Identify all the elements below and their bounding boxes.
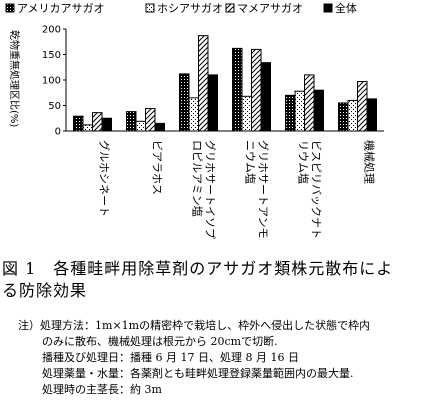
bar	[241, 95, 252, 132]
bar	[198, 35, 209, 132]
bar	[251, 48, 262, 132]
y-axis: 0 50 100 150 200	[42, 25, 384, 138]
x-category-label: ニウム塩	[244, 140, 258, 184]
caption-line-1: 図 1 各種畦畔用除草剤のアサガオ類株元散布によ	[2, 259, 394, 278]
bar	[126, 111, 137, 132]
bar	[347, 99, 358, 132]
note-line-4: 処理薬量・水量：各薬剤とも畦畔処理登録薬量範囲内の最大量.	[42, 367, 354, 380]
bar	[294, 90, 305, 132]
bar-chart: アメリカアサガオ ホシアサガオ マメアサガオ 全体 乾物重無処理区比(%) 0 50 10…	[5, 1, 384, 239]
bar	[207, 74, 218, 132]
legend-swatch-1	[5, 3, 15, 13]
figure-notes: 注）処理方法：1m×1mの精密枠で栽培し、枠外へ侵出した状態で枠内 のみに散布、…	[18, 318, 423, 398]
note-line-3: 播種及び処理日：播種 6 月 17 日、処理 8 月 16 日	[42, 351, 299, 364]
bar	[82, 124, 93, 132]
bar	[145, 108, 156, 132]
bar	[366, 98, 377, 132]
bar	[338, 102, 349, 132]
bars	[73, 35, 377, 132]
bar	[232, 47, 243, 132]
x-category-label: ビスピリバックナト	[310, 140, 323, 239]
x-category-label: ビアラホス	[151, 140, 164, 195]
x-category-label: ロピルアミン塩	[191, 140, 205, 217]
x-category-label: グルホシネート	[98, 140, 112, 217]
bar	[101, 117, 112, 132]
x-category-label: 機械処理	[363, 140, 377, 184]
y-tick-label: 100	[42, 76, 61, 87]
x-category-label: リウム塩	[297, 140, 311, 184]
y-tick-label: 200	[42, 25, 61, 36]
y-tick-label: 50	[48, 101, 61, 112]
legend-label-1: アメリカアサガオ	[17, 2, 104, 15]
legend-swatch-2	[145, 3, 155, 13]
bar	[73, 115, 84, 132]
x-category-label: グリホサートアンモ	[257, 140, 271, 239]
legend-label-2: ホシアサガオ	[157, 2, 223, 15]
bar	[179, 73, 190, 132]
bar	[135, 120, 146, 132]
y-tick-label: 150	[42, 50, 61, 61]
bar	[188, 97, 199, 132]
bar	[260, 62, 271, 132]
bar	[92, 112, 103, 132]
caption-line-2: る防除効果	[2, 281, 88, 300]
legend-label-3: マメアサガオ	[237, 2, 303, 15]
y-tick-label: 0	[55, 127, 61, 138]
legend-label-4: 全体	[335, 1, 357, 15]
x-category-label: グリホサートイソプ	[204, 140, 218, 239]
chart-legend: アメリカアサガオ ホシアサガオ マメアサガオ 全体	[5, 1, 357, 15]
bar	[304, 74, 315, 132]
y-axis-label: 乾物重無処理区比(%)	[8, 30, 21, 127]
bar	[154, 122, 165, 132]
note-line-1: 注）処理方法：1m×1mの精密枠で栽培し、枠外へ侵出した状態で枠内	[18, 319, 371, 332]
figure-caption: 図 1 各種畦畔用除草剤のアサガオ類株元散布によ る防除効果	[2, 258, 425, 302]
note-line-5: 処理時の主茎長：約 3m	[42, 383, 162, 396]
bar	[285, 94, 296, 132]
legend-swatch-3	[225, 3, 235, 13]
bar	[357, 81, 368, 132]
legend-swatch-4	[323, 3, 333, 13]
bar	[313, 89, 324, 132]
note-line-2: のみに散布、機械処理は根元から 20cmで切断.	[42, 335, 278, 348]
